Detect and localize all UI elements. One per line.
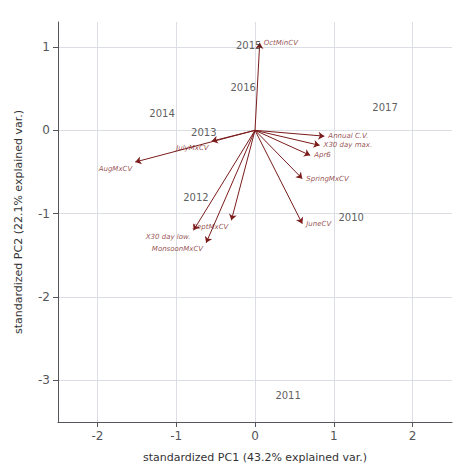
svg-text:0: 0 bbox=[251, 429, 259, 443]
svg-text:2011: 2011 bbox=[275, 390, 300, 401]
svg-text:0: 0 bbox=[42, 123, 50, 137]
svg-text:2010: 2010 bbox=[338, 212, 363, 223]
svg-text:JuneCV: JuneCV bbox=[304, 220, 332, 228]
svg-text:-3: -3 bbox=[38, 373, 50, 387]
svg-text:-2: -2 bbox=[38, 290, 50, 304]
svg-text:2013: 2013 bbox=[191, 127, 216, 138]
svg-text:2016: 2016 bbox=[230, 82, 255, 93]
svg-text:X30 day low.: X30 day low. bbox=[145, 233, 191, 241]
svg-text:2017: 2017 bbox=[372, 102, 397, 113]
svg-text:2015: 2015 bbox=[236, 40, 261, 51]
svg-text:-1: -1 bbox=[38, 207, 50, 221]
svg-text:SeptMxCV: SeptMxCV bbox=[193, 223, 230, 231]
svg-text:OctMinCV: OctMinCV bbox=[264, 39, 299, 47]
svg-text:JulyMxCV: JulyMxCV bbox=[174, 144, 210, 152]
svg-text:-1: -1 bbox=[170, 429, 182, 443]
svg-text:1: 1 bbox=[42, 40, 50, 54]
svg-text:MonsoonMxCV: MonsoonMxCV bbox=[152, 245, 204, 253]
svg-text:X30 day max.: X30 day max. bbox=[323, 141, 373, 149]
svg-text:Apr6: Apr6 bbox=[313, 151, 331, 159]
svg-text:AugMxCV: AugMxCV bbox=[98, 165, 134, 173]
svg-text:2012: 2012 bbox=[183, 192, 208, 203]
svg-text:1: 1 bbox=[330, 429, 338, 443]
svg-text:standardized PC2 (22.1% explai: standardized PC2 (22.1% explained var.) bbox=[12, 110, 25, 334]
svg-text:SpringMxCV: SpringMxCV bbox=[306, 175, 350, 183]
svg-text:2014: 2014 bbox=[149, 108, 174, 119]
svg-text:2: 2 bbox=[409, 429, 417, 443]
svg-text:-2: -2 bbox=[91, 429, 103, 443]
svg-text:Annual C.V.: Annual C.V. bbox=[327, 132, 368, 140]
svg-text:standardized PC1 (43.2% explai: standardized PC1 (43.2% explained var.) bbox=[143, 451, 367, 464]
